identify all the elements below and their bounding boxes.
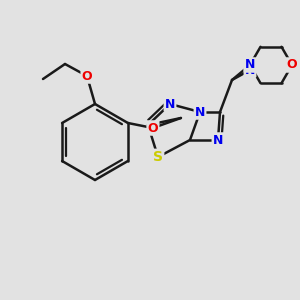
- Text: O: O: [82, 70, 92, 83]
- Text: S: S: [153, 150, 163, 164]
- Text: N: N: [245, 64, 255, 76]
- Text: O: O: [287, 58, 297, 71]
- Text: N: N: [165, 98, 175, 110]
- Text: O: O: [148, 122, 158, 134]
- Text: N: N: [213, 134, 223, 146]
- Text: N: N: [195, 106, 205, 118]
- Text: N: N: [245, 58, 255, 71]
